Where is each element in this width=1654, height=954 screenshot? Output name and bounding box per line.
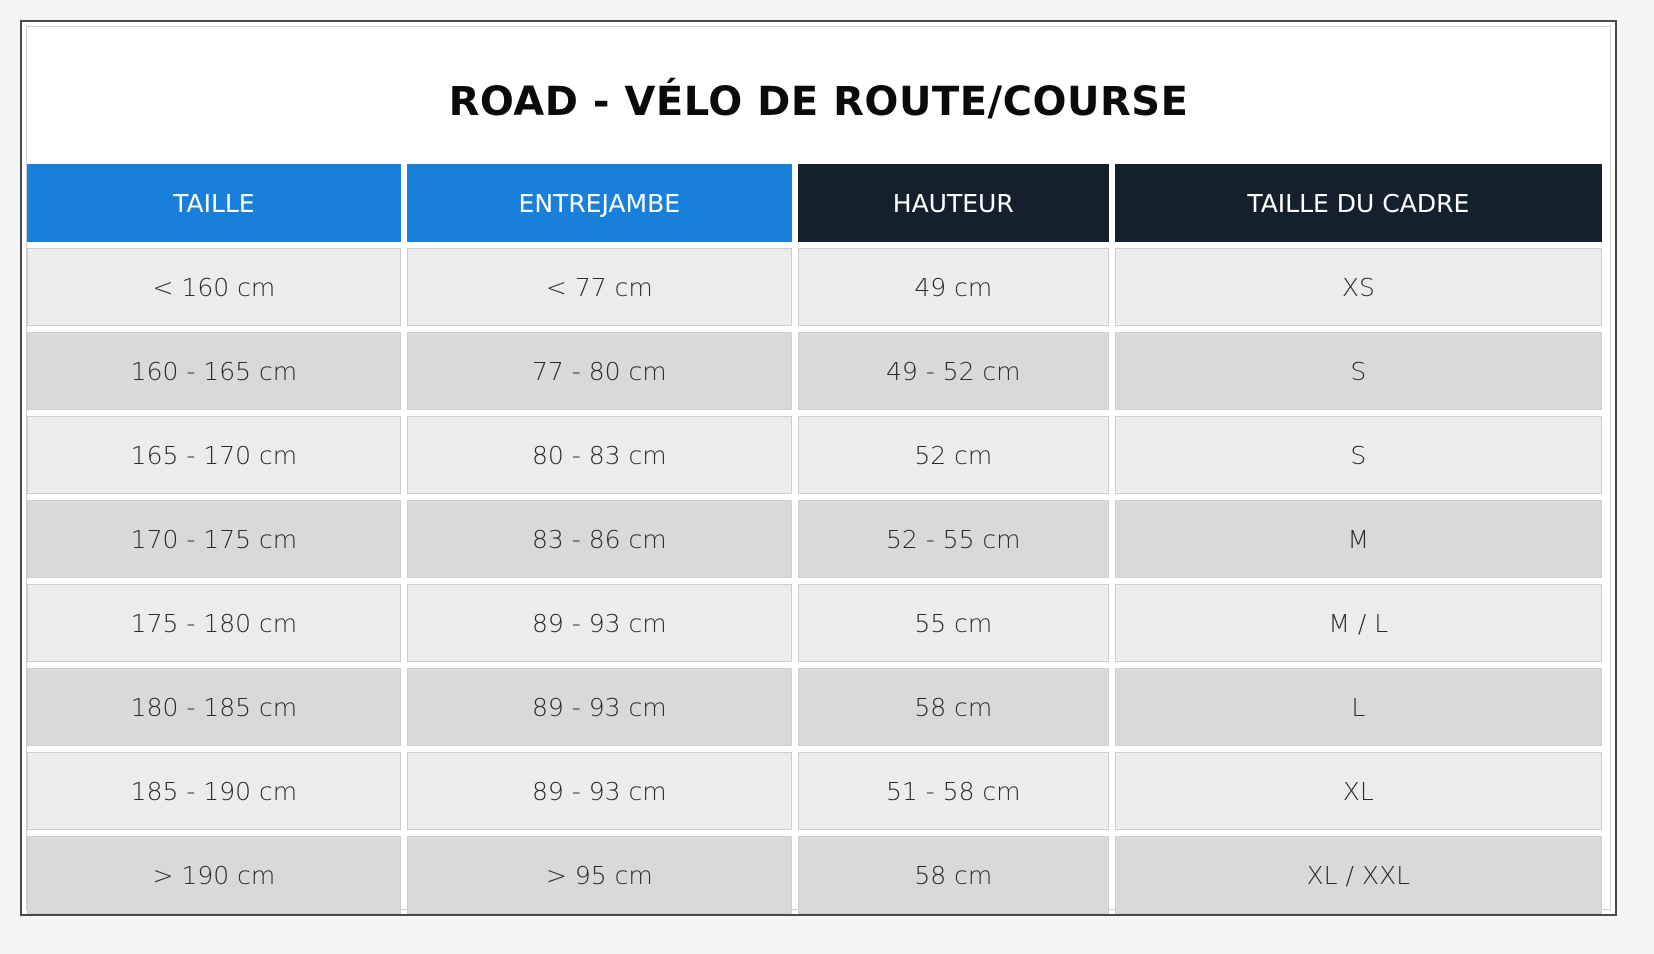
cell-taille-du-cadre: S xyxy=(1114,416,1602,494)
cell-hauteur: 49 cm xyxy=(797,248,1109,326)
table-row: 180 - 185 cm 89 - 93 cm 58 cm L xyxy=(27,668,1602,746)
table-row: 185 - 190 cm 89 - 93 cm 51 - 58 cm XL xyxy=(27,752,1602,830)
cell-taille: 180 - 185 cm xyxy=(27,668,401,746)
cell-hauteur: 58 cm xyxy=(797,668,1109,746)
cell-entrejambe: 83 - 86 cm xyxy=(406,500,792,578)
cell-hauteur: 55 cm xyxy=(797,584,1109,662)
cell-taille-du-cadre: XS xyxy=(1114,248,1602,326)
cell-taille: 165 - 170 cm xyxy=(27,416,401,494)
cell-hauteur: 51 - 58 cm xyxy=(797,752,1109,830)
table-row: 170 - 175 cm 83 - 86 cm 52 - 55 cm M xyxy=(27,500,1602,578)
cell-taille-du-cadre: L xyxy=(1114,668,1602,746)
table-header-row: TAILLE ENTREJAMBE HAUTEUR TAILLE DU CADR… xyxy=(27,164,1602,242)
cell-taille: > 190 cm xyxy=(27,836,401,914)
page-title: ROAD - VÉLO DE ROUTE/COURSE xyxy=(448,79,1189,125)
table-row: < 160 cm < 77 cm 49 cm XS xyxy=(27,248,1602,326)
cell-taille-du-cadre: XL / XXL xyxy=(1114,836,1602,914)
cell-taille: < 160 cm xyxy=(27,248,401,326)
cell-taille: 170 - 175 cm xyxy=(27,500,401,578)
cell-taille-du-cadre: S xyxy=(1114,332,1602,410)
cell-hauteur: 52 - 55 cm xyxy=(797,500,1109,578)
header-taille: TAILLE xyxy=(27,164,401,242)
table-row: 175 - 180 cm 89 - 93 cm 55 cm M / L xyxy=(27,584,1602,662)
size-chart-frame: ROAD - VÉLO DE ROUTE/COURSE TAILLE ENTRE… xyxy=(20,20,1617,916)
header-hauteur: HAUTEUR xyxy=(797,164,1109,242)
cell-taille: 175 - 180 cm xyxy=(27,584,401,662)
size-table: TAILLE ENTREJAMBE HAUTEUR TAILLE DU CADR… xyxy=(21,158,1608,920)
table-row: > 190 cm > 95 cm 58 cm XL / XXL xyxy=(27,836,1602,914)
cell-hauteur: 52 cm xyxy=(797,416,1109,494)
cell-taille-du-cadre: M xyxy=(1114,500,1602,578)
size-chart-container: ROAD - VÉLO DE ROUTE/COURSE TAILLE ENTRE… xyxy=(26,26,1611,914)
header-taille-du-cadre: TAILLE DU CADRE xyxy=(1114,164,1602,242)
cell-entrejambe: 89 - 93 cm xyxy=(406,584,792,662)
header-entrejambe: ENTREJAMBE xyxy=(406,164,792,242)
cell-entrejambe: 89 - 93 cm xyxy=(406,752,792,830)
cell-hauteur: 58 cm xyxy=(797,836,1109,914)
cell-entrejambe: > 95 cm xyxy=(406,836,792,914)
cell-taille-du-cadre: M / L xyxy=(1114,584,1602,662)
cell-entrejambe: 80 - 83 cm xyxy=(406,416,792,494)
cell-entrejambe: 77 - 80 cm xyxy=(406,332,792,410)
cell-taille: 160 - 165 cm xyxy=(27,332,401,410)
cell-entrejambe: < 77 cm xyxy=(406,248,792,326)
cell-hauteur: 49 - 52 cm xyxy=(797,332,1109,410)
cell-taille-du-cadre: XL xyxy=(1114,752,1602,830)
table-row: 160 - 165 cm 77 - 80 cm 49 - 52 cm S xyxy=(27,332,1602,410)
cell-entrejambe: 89 - 93 cm xyxy=(406,668,792,746)
table-row: 165 - 170 cm 80 - 83 cm 52 cm S xyxy=(27,416,1602,494)
cell-taille: 185 - 190 cm xyxy=(27,752,401,830)
